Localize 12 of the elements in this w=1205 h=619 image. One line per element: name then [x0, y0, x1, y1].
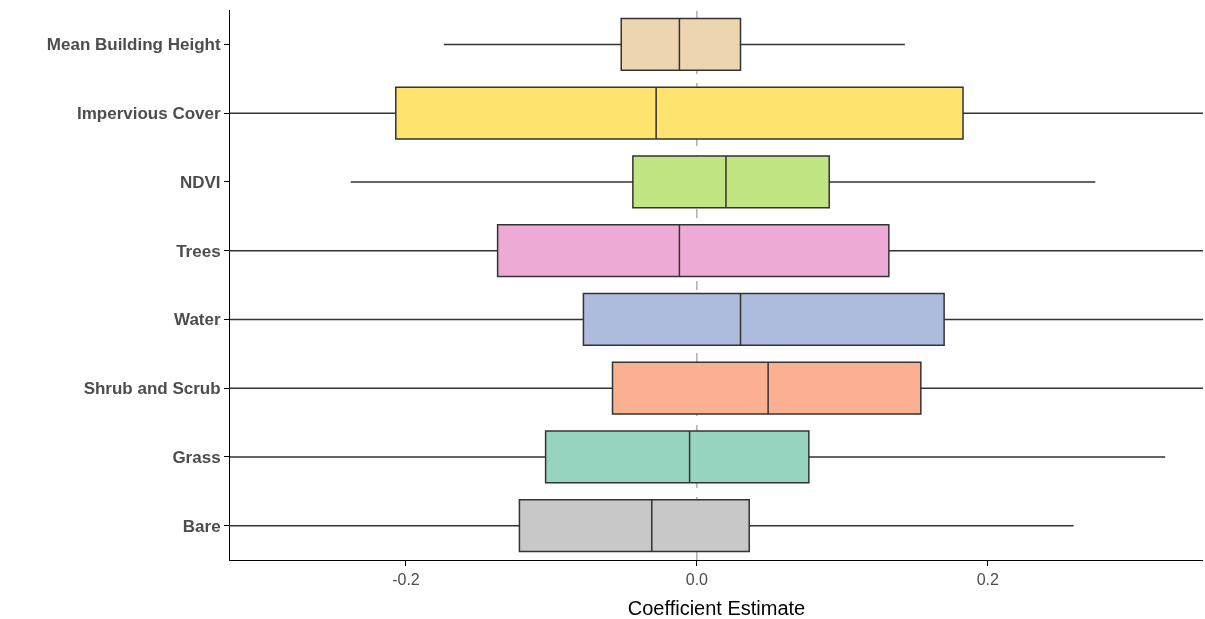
x-tick-label: 0.2	[976, 571, 999, 589]
x-tick-label: 0.0	[685, 571, 709, 589]
y-tick-label: Grass	[172, 447, 221, 467]
y-tick-label: Water	[173, 310, 221, 330]
x-tick-label: -0.2	[392, 571, 420, 589]
y-tick-label: Trees	[176, 241, 221, 261]
y-tick-label: Mean Building Height	[46, 35, 221, 55]
y-tick-label: Shrub and Scrub	[83, 379, 221, 399]
x-axis-title: Coefficient Estimate	[627, 597, 806, 619]
y-tick-label: Bare	[182, 516, 221, 536]
y-tick-label: NDVI	[179, 172, 221, 192]
y-tick-label: Impervious Cover	[76, 104, 221, 124]
